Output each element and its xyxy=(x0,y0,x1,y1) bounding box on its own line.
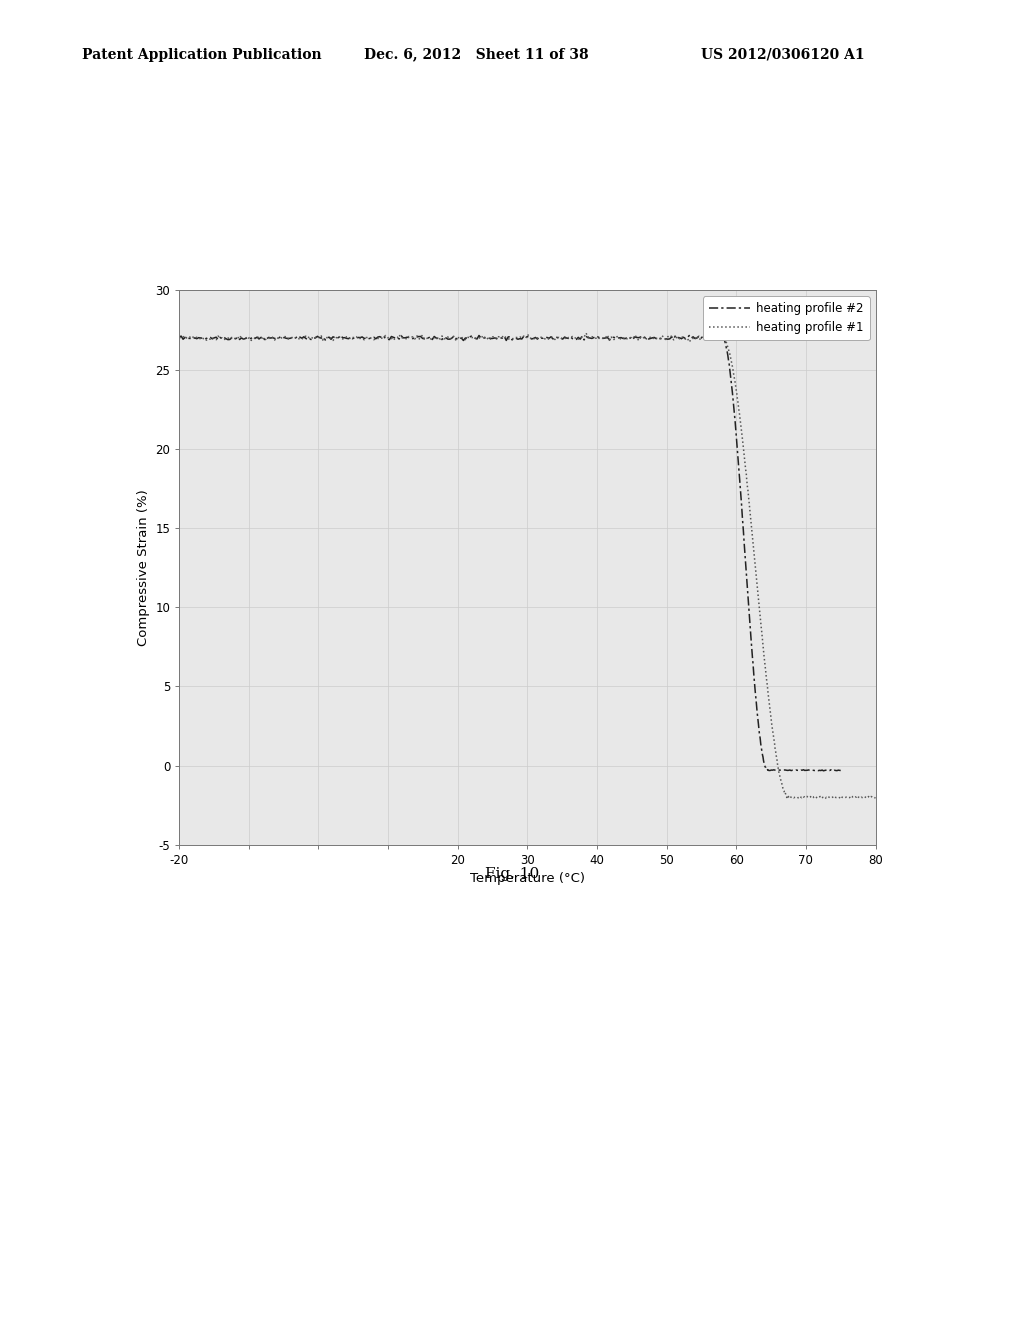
heating profile #1 xyxy=(636,331,648,347)
heating profile #2 xyxy=(827,763,840,779)
heating profile #2 xyxy=(798,762,810,777)
Text: Fig. 10: Fig. 10 xyxy=(485,867,539,880)
heating profile #1 xyxy=(845,791,857,807)
heating profile #2 xyxy=(257,329,269,345)
Text: Dec. 6, 2012   Sheet 11 of 38: Dec. 6, 2012 Sheet 11 of 38 xyxy=(364,48,588,62)
heating profile #1 xyxy=(726,358,738,374)
Text: US 2012/0306120 A1: US 2012/0306120 A1 xyxy=(701,48,865,62)
Y-axis label: Compressive Strain (%): Compressive Strain (%) xyxy=(137,490,150,645)
heating profile #2 xyxy=(670,327,682,343)
Text: Patent Application Publication: Patent Application Publication xyxy=(82,48,322,62)
heating profile #2 xyxy=(769,762,781,777)
heating profile #2 xyxy=(173,329,185,345)
Line: heating profile #2: heating profile #2 xyxy=(179,335,841,771)
heating profile #2 xyxy=(835,763,847,779)
heating profile #2 xyxy=(475,330,487,346)
heating profile #2 xyxy=(469,330,481,346)
X-axis label: Temperature (°C): Temperature (°C) xyxy=(470,873,585,886)
Line: heating profile #1: heating profile #1 xyxy=(179,333,876,799)
heating profile #1 xyxy=(792,789,804,805)
heating profile #1 xyxy=(580,325,592,341)
heating profile #1 xyxy=(869,791,882,807)
heating profile #1 xyxy=(642,330,654,346)
Legend: heating profile #2, heating profile #1: heating profile #2, heating profile #1 xyxy=(703,296,869,341)
heating profile #1 xyxy=(700,331,713,347)
heating profile #1 xyxy=(860,789,872,805)
heating profile #1 xyxy=(173,330,185,346)
heating profile #2 xyxy=(298,329,310,345)
